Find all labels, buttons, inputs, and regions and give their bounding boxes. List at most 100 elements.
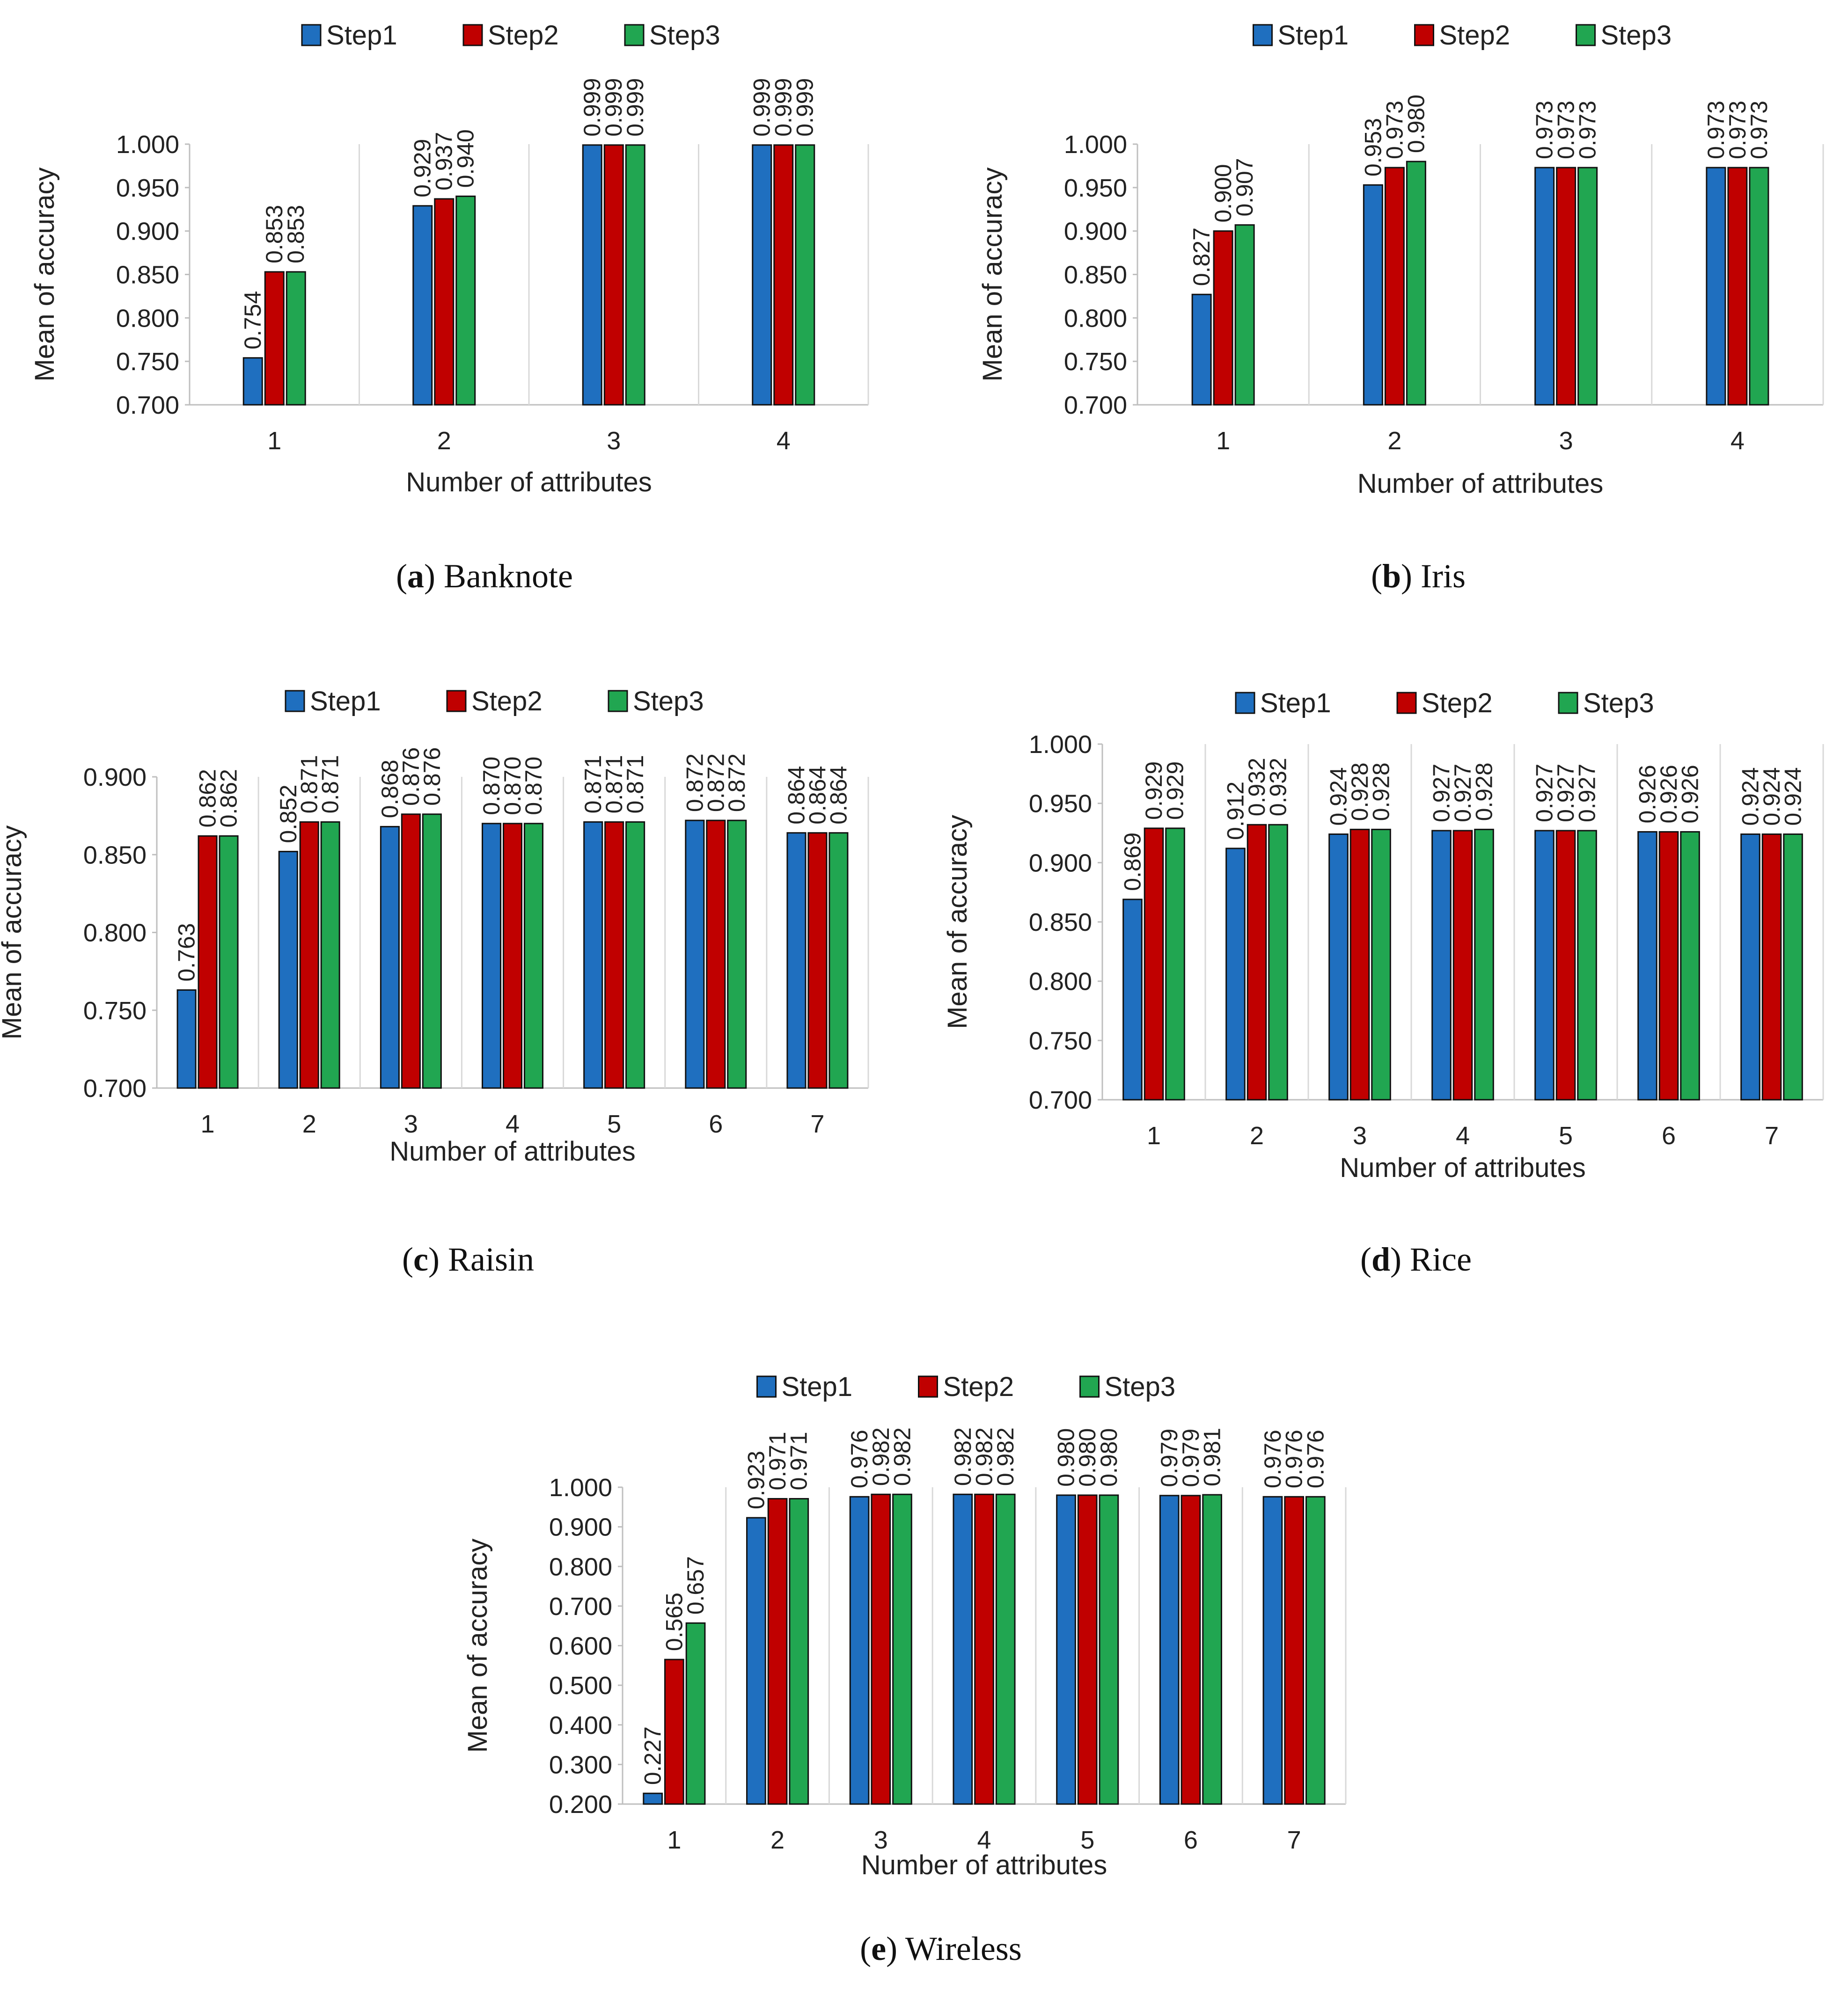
- legend-label: Step2: [943, 1372, 1014, 1402]
- legend-label: Step2: [1439, 20, 1511, 51]
- caption-open-paren: (: [402, 1241, 413, 1278]
- caption-name: Banknote: [444, 557, 573, 595]
- bar-step3: [685, 1622, 706, 1805]
- data-label: 0.932: [1265, 758, 1291, 816]
- bar-step2: [767, 1498, 788, 1805]
- y-tick-label: 0.850: [116, 261, 179, 289]
- bar-step2: [871, 1493, 891, 1805]
- data-label: 0.982: [889, 1427, 915, 1486]
- caption-close-paren: ): [424, 557, 444, 595]
- x-tick-label: 2: [1387, 427, 1401, 455]
- bar-step2: [1727, 167, 1748, 406]
- data-label: 0.982: [971, 1427, 997, 1486]
- legend-label: Step2: [488, 20, 559, 51]
- bar-step1: [1637, 831, 1657, 1101]
- x-axis-title: Number of attributes: [1340, 1153, 1585, 1183]
- data-label: 0.973: [1381, 101, 1408, 159]
- y-tick-label: 0.300: [549, 1751, 612, 1779]
- bar-step1: [685, 819, 705, 1089]
- legend-swatch-step3: [1558, 692, 1578, 714]
- data-label: 0.870: [521, 757, 547, 815]
- data-label: 0.979: [1178, 1429, 1204, 1487]
- bar-step3: [1268, 824, 1288, 1101]
- bar-step2: [1247, 824, 1267, 1101]
- legend-label: Step1: [310, 686, 381, 716]
- x-tick-label: 3: [607, 427, 621, 455]
- bar-step2: [401, 813, 421, 1089]
- bar-step2: [1555, 830, 1576, 1101]
- legend-swatch-step3: [1079, 1375, 1100, 1398]
- bar-step3: [1406, 161, 1426, 406]
- bar-step3: [1371, 828, 1391, 1101]
- bar-step3: [1202, 1494, 1222, 1805]
- x-tick-label: 2: [770, 1826, 785, 1854]
- data-label: 0.928: [1347, 762, 1373, 821]
- y-tick-label: 0.800: [83, 919, 147, 947]
- data-label: 0.871: [296, 755, 323, 813]
- x-axis-title: Number of attributes: [406, 467, 652, 497]
- bar-step1: [1262, 1496, 1283, 1805]
- bar-step1: [482, 823, 502, 1089]
- data-label: 0.929: [1162, 761, 1188, 820]
- bar-step2: [773, 144, 794, 406]
- bar-step3: [625, 821, 645, 1089]
- x-axis-title: Number of attributes: [1357, 468, 1603, 499]
- bar-step2: [1077, 1494, 1098, 1805]
- bar-step1: [278, 851, 298, 1089]
- bar-step3: [1577, 830, 1597, 1101]
- bar-step1: [582, 144, 602, 406]
- data-label: 0.926: [1677, 765, 1703, 823]
- data-label: 0.973: [1746, 101, 1772, 159]
- x-tick-label: 6: [1184, 1826, 1198, 1854]
- x-tick-label: 1: [667, 1826, 681, 1854]
- y-tick-label: 0.750: [116, 348, 179, 376]
- legend-swatch-step1: [756, 1375, 777, 1398]
- data-label: 0.227: [640, 1726, 666, 1785]
- bar-step3: [455, 195, 476, 406]
- legend-swatch-step1: [285, 690, 305, 712]
- y-axis-title: Mean of accuracy: [29, 168, 60, 382]
- legend-label: Step3: [1105, 1372, 1176, 1402]
- y-tick-label: 1.000: [549, 1474, 612, 1502]
- caption-open-paren: (: [1360, 1241, 1371, 1278]
- x-tick-label: 3: [404, 1110, 418, 1138]
- x-tick-label: 6: [709, 1110, 723, 1138]
- data-label: 0.872: [682, 753, 708, 812]
- y-tick-label: 0.900: [116, 218, 179, 246]
- data-label: 0.927: [1553, 764, 1579, 822]
- caption-open-paren: (: [860, 1930, 871, 1967]
- bar-step1: [1431, 830, 1452, 1101]
- data-label: 0.853: [283, 205, 309, 263]
- x-tick-label: 4: [1731, 427, 1745, 455]
- bar-step2: [198, 835, 218, 1089]
- chart-banknote: 0.700 0.750 0.800 0.850 0.900 0.950 1.000 1 2 3 4 0…: [29, 20, 869, 595]
- y-tick-label: 0.700: [1064, 391, 1127, 419]
- caption-close-paren: ): [886, 1930, 905, 1967]
- data-label: 0.864: [825, 766, 851, 825]
- legend-label: Step1: [1260, 688, 1331, 718]
- bar-step2: [1181, 1495, 1201, 1805]
- caption-close-paren: ): [428, 1241, 448, 1278]
- x-tick-label: 5: [1559, 1122, 1573, 1150]
- legend-swatch-step3: [608, 690, 628, 712]
- bar-step1: [849, 1496, 870, 1805]
- data-label: 0.999: [579, 78, 605, 137]
- y-tick-label: 1.000: [1029, 731, 1092, 759]
- data-label: 0.999: [792, 78, 818, 137]
- bar-step3: [795, 144, 815, 406]
- caption-close-paren: ): [1390, 1241, 1410, 1278]
- x-tick-label: 1: [1147, 1122, 1161, 1150]
- data-label: 0.999: [749, 78, 775, 137]
- bar-step1: [953, 1493, 973, 1805]
- chart-wireless: 0.200 0.300 0.400 0.500 0.600 0.700 0.800 0.900…: [462, 1372, 1347, 1967]
- bar-step1: [380, 826, 400, 1089]
- x-tick-label: 4: [1456, 1122, 1470, 1150]
- x-tick-label: 4: [777, 427, 791, 455]
- chart-iris: 0.700 0.750 0.800 0.850 0.900 0.950 1.000 1 2 3 4 0…: [977, 20, 1824, 595]
- data-label: 0.924: [1737, 767, 1763, 826]
- bar-step2: [1284, 1496, 1305, 1805]
- y-tick-label: 0.850: [83, 841, 147, 869]
- y-tick-label: 0.800: [116, 304, 179, 332]
- bar-step3: [219, 835, 239, 1089]
